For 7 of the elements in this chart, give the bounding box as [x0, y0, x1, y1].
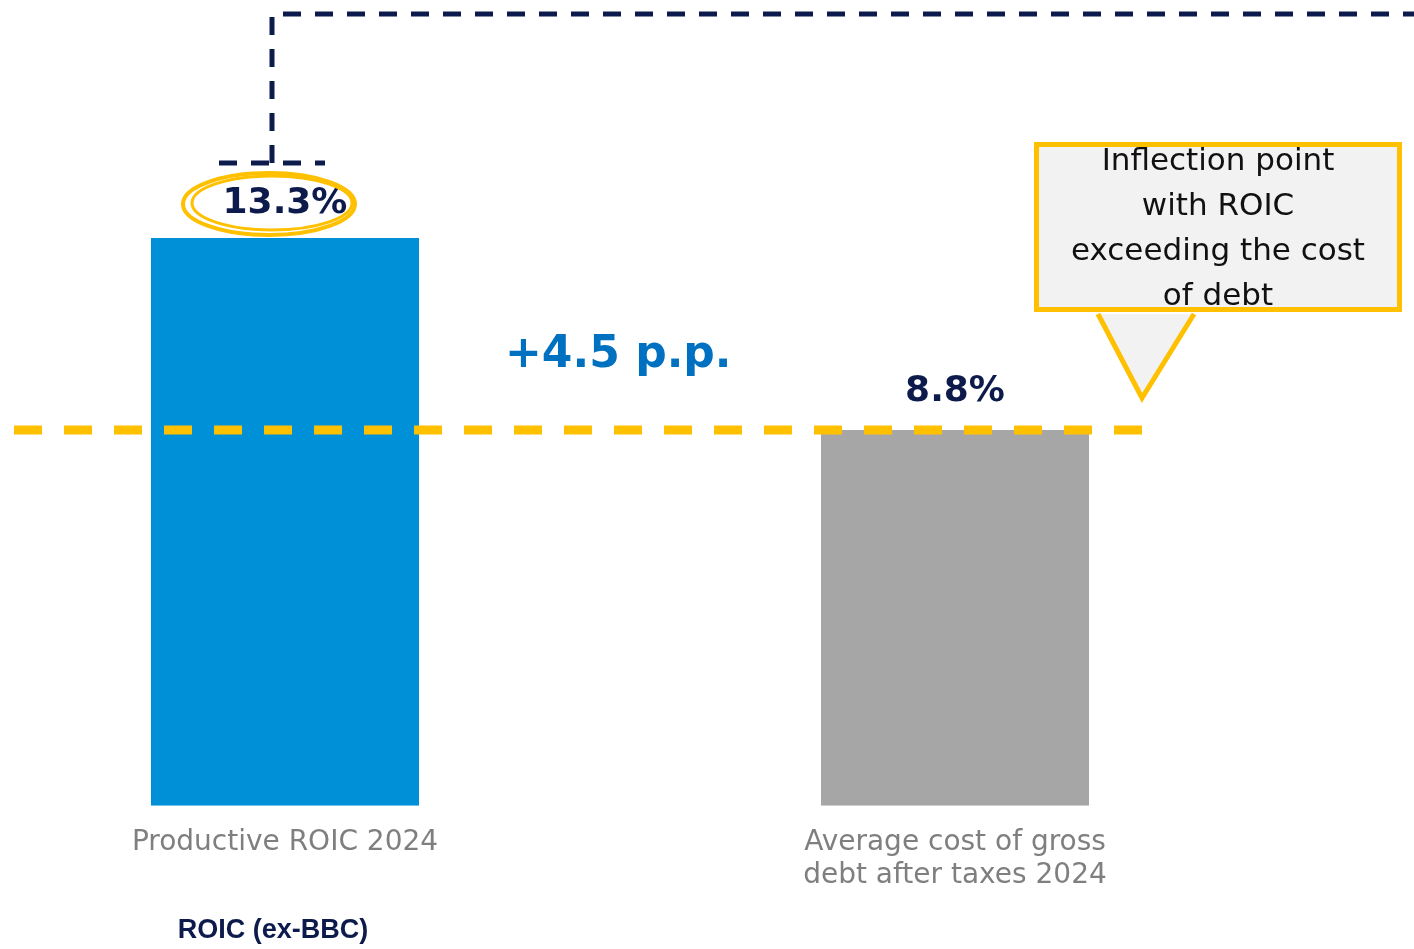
data-label: 13.3%	[222, 180, 348, 222]
x-tick-label: Average cost of gross debt after taxes 2024	[803, 823, 1107, 891]
annotation: +4.5 p.p.	[505, 326, 732, 377]
data-label: 8.8%	[905, 368, 1005, 410]
annotation: Inflection point with ROIC exceeding the cost of debt	[1034, 141, 1402, 312]
x-tick-label: Productive ROIC 2024	[131, 823, 439, 857]
text: ROIC (ex-BBC)	[176, 914, 370, 945]
